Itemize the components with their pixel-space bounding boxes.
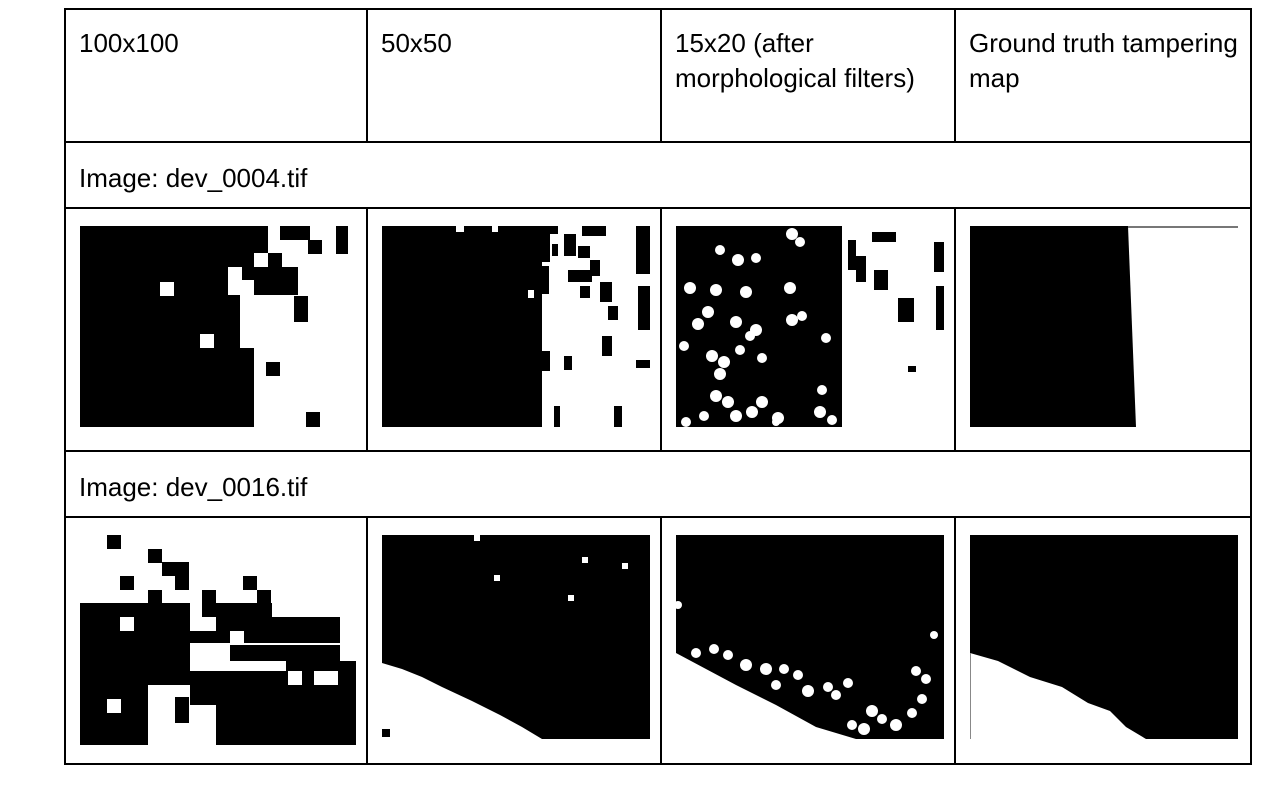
header-row: 100x100 50x50 15x20 (after morphological…: [64, 8, 1252, 143]
section-caption-row: Image: dev_0016.tif: [64, 450, 1252, 518]
header-label-50x50: 50x50: [381, 28, 452, 58]
tamper-map-15x20-dev-0016: [676, 535, 944, 739]
image-caption-dev-0016: Image: dev_0016.tif: [79, 472, 308, 502]
header-cell: 100x100: [64, 8, 368, 143]
section-caption-cell: Image: dev_0004.tif: [64, 141, 1252, 209]
header-label-ground-truth: Ground truth tampering map: [969, 28, 1238, 93]
tamper-map-100-dev-0016: [80, 535, 356, 745]
results-table: 100x100 50x50 15x20 (after morphological…: [64, 8, 1252, 765]
header-label-100x100: 100x100: [79, 28, 179, 58]
panel-cell: [366, 207, 662, 452]
panel-cell: [660, 207, 956, 452]
panel-cell: [954, 207, 1252, 452]
panel-cell: [954, 516, 1252, 765]
header-cell: 15x20 (after morphological filters): [660, 8, 956, 143]
panel-cell: [366, 516, 662, 765]
section-caption-cell: Image: dev_0016.tif: [64, 450, 1252, 518]
ground-truth-dev-0004: [970, 226, 1238, 427]
panel-cell: [64, 516, 368, 765]
tamper-map-15x20-dev-0004: [676, 226, 944, 427]
section-caption-row: Image: dev_0004.tif: [64, 141, 1252, 209]
header-cell: Ground truth tampering map: [954, 8, 1252, 143]
image-row-dev-0004: [64, 207, 1252, 452]
tamper-map-100-dev-0004: [80, 226, 348, 427]
tamper-map-50-dev-0016: [382, 535, 650, 739]
header-cell: 50x50: [366, 8, 662, 143]
panel-cell: [660, 516, 956, 765]
header-label-15x20: 15x20 (after morphological filters): [675, 28, 915, 93]
ground-truth-dev-0016: [970, 535, 1238, 739]
panel-cell: [64, 207, 368, 452]
image-row-dev-0016: [64, 516, 1252, 765]
image-caption-dev-0004: Image: dev_0004.tif: [79, 163, 308, 193]
tamper-map-50-dev-0004: [382, 226, 650, 427]
